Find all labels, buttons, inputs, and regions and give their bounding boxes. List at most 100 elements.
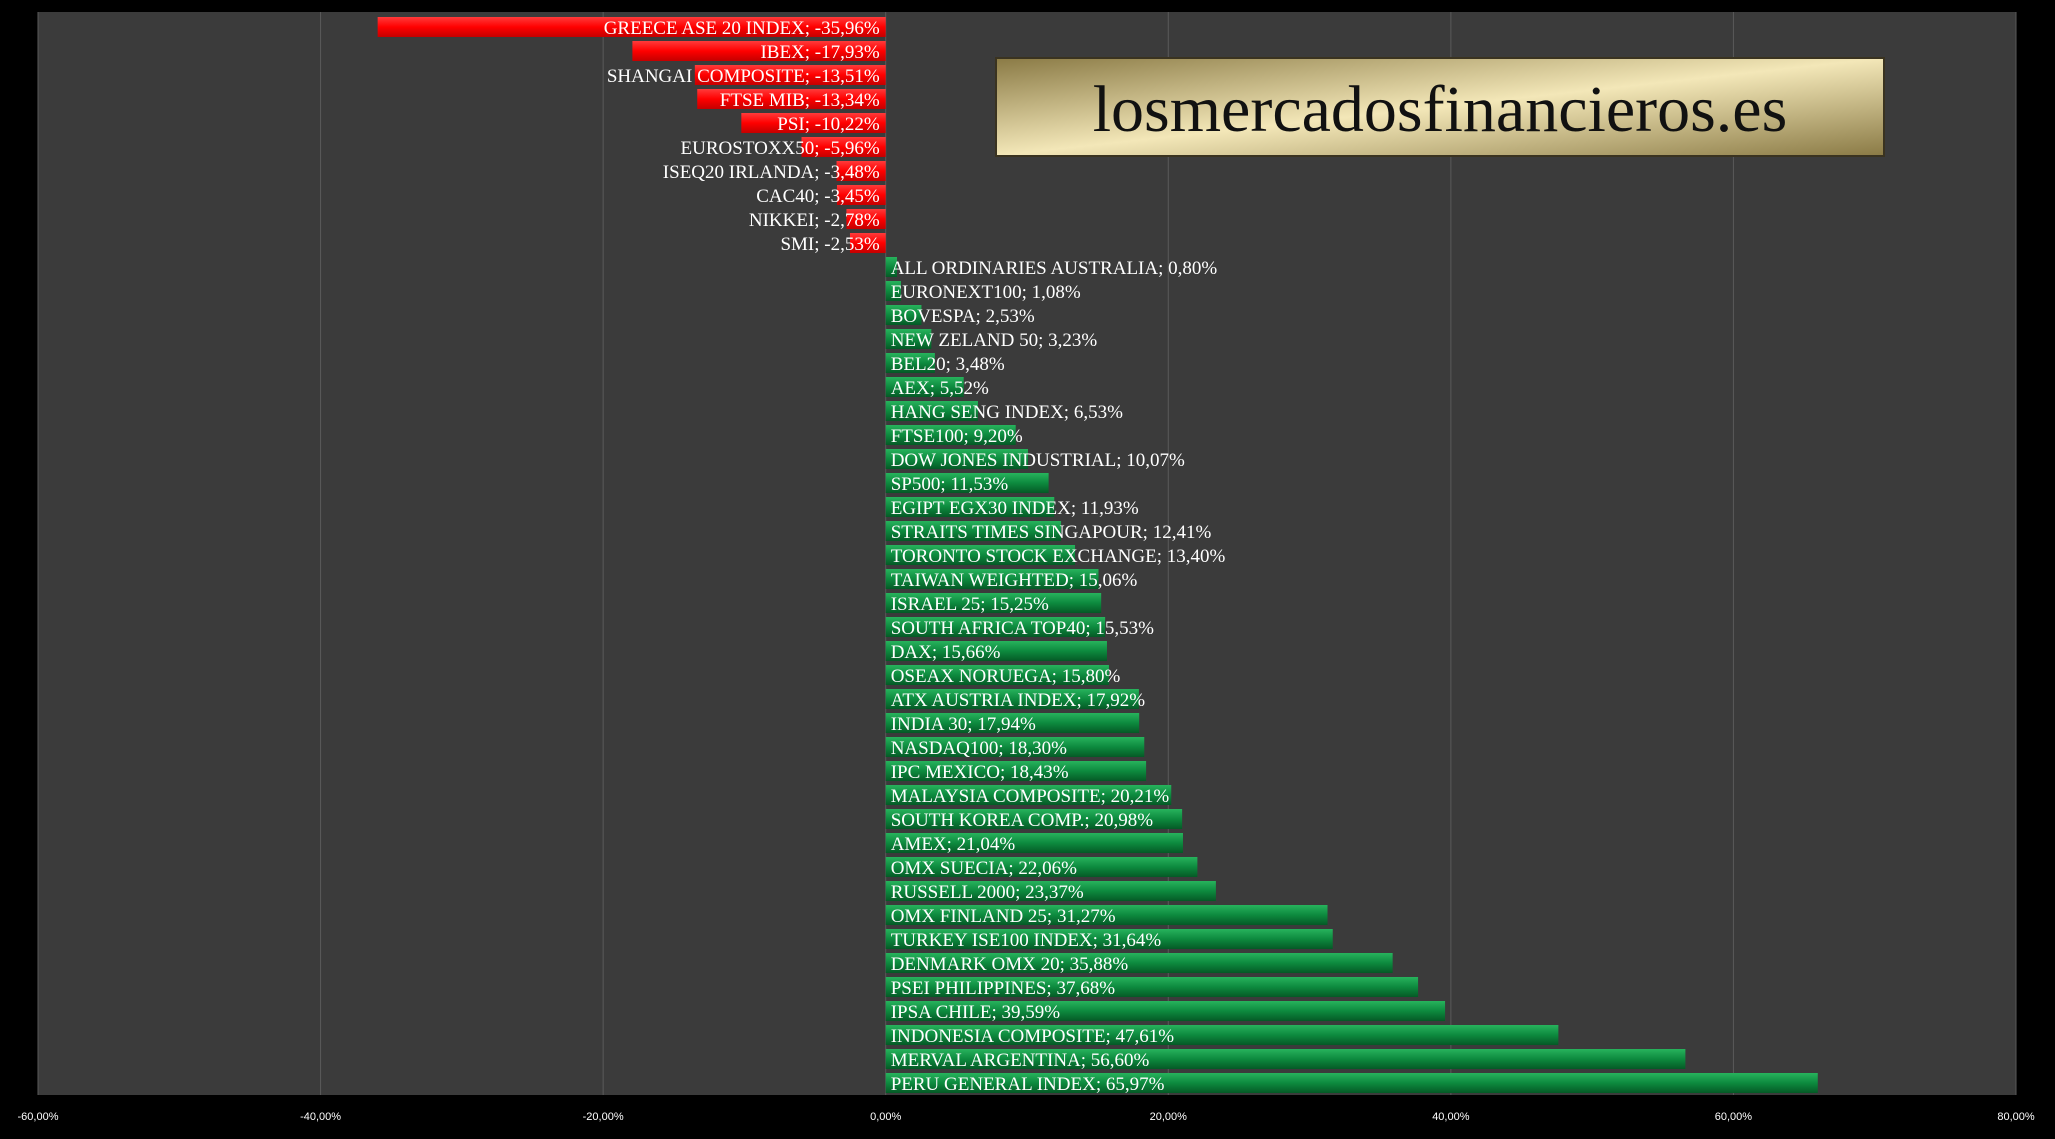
bar-data-label: TURKEY ISE100 INDEX; 31,64% [891,930,1162,951]
bar [885,425,1016,445]
bar-data-label: MERVAL ARGENTINA; 56,60% [891,1050,1150,1071]
bar [885,473,1049,493]
bar-data-label: SP500; 11,53% [891,474,1009,495]
bar [885,977,1419,997]
bar-data-label: AMEX; 21,04% [891,834,1016,855]
x-tick-label: -40,00% [300,1111,341,1123]
bar-data-label: FTSE100; 9,20% [891,426,1023,447]
bar-data-label: NIKKEI; -2,78% [749,210,880,231]
bar-data-label: PSEI PHILIPPINES; 37,68% [891,978,1115,999]
bar [885,737,1145,757]
bar [885,377,964,397]
bar [885,1073,1818,1093]
bar-data-label: SOUTH KOREA COMP.; 20,98% [891,810,1154,831]
bar-data-label: CAC40; -3,45% [756,186,880,207]
bar [849,233,886,253]
x-tick-label: 80,00% [1997,1111,2035,1123]
bar [697,89,886,109]
bar-data-label: PSI; -10,22% [777,114,880,135]
bar [885,305,922,325]
bar-data-label: ISRAEL 25; 15,25% [891,594,1049,615]
bar [885,353,935,373]
watermark-logo: losmercadosfinancieros.es [995,57,1885,157]
bar-data-label: NEW ZELAND 50; 3,23% [891,330,1098,351]
bar-data-label: EUROSTOXX50; -5,96% [681,138,880,159]
bar [836,161,886,181]
bar [377,17,886,37]
bar [885,953,1393,973]
bar-data-label: SMI; -2,53% [780,234,879,255]
bars: GREECE ASE 20 INDEX; -35,96% IBEX; -17,93… [377,17,1818,1095]
bar-data-label: ISEQ20 IRLANDA; -3,48% [663,162,880,183]
bar [801,137,886,157]
bar-data-label: STRAITS TIMES SINGAPOUR; 12,41% [891,522,1212,543]
watermark-text: losmercadosfinancieros.es [1093,73,1788,146]
x-tick-label: -60,00% [18,1111,59,1123]
bar [885,881,1216,901]
watermark-plate [995,57,1885,157]
bar [885,665,1109,685]
bar [632,41,886,61]
bar [885,1025,1559,1045]
bar [885,281,901,301]
bar-data-label: EGIPT EGX30 INDEX; 11,93% [891,498,1139,519]
bar [885,497,1055,517]
bar [846,209,886,229]
bar-data-label: AEX; 5,52% [891,378,989,399]
bar-data-label: HANG SENG INDEX; 6,53% [891,402,1123,423]
bar-data-label: OMX FINLAND 25; 31,27% [891,906,1116,927]
x-tick-label: -20,00% [583,1111,624,1123]
bar-data-label: INDONESIA COMPOSITE; 47,61% [891,1026,1175,1047]
bar [885,449,1028,469]
bar-data-label: ATX AUSTRIA INDEX; 17,92% [891,690,1146,711]
bar [885,401,978,421]
bar [885,809,1183,829]
bar [885,1001,1446,1021]
bar [885,1049,1686,1069]
x-axis-ticks: -60,00% -40,00% -20,00% 0,00% 20,00% 40,00% 60… [18,1111,2035,1123]
bar-data-label: IPC MEXICO; 18,43% [891,762,1069,783]
bar-data-label: IBEX; -17,93% [760,42,879,63]
x-tick-label: 0,00% [870,1111,901,1123]
bar-data-label: BEL20; 3,48% [891,354,1005,375]
bar [885,329,932,349]
bar [885,761,1147,781]
bar [885,569,1099,589]
bar-data-label: DAX; 15,66% [891,642,1001,663]
bar-data-label: IPSA CHILE; 39,59% [891,1002,1061,1023]
bar-data-label: TAIWAN WEIGHTED; 15,06% [891,570,1138,591]
bar-data-label: ALL ORDINARIES AUSTRALIA; 0,80% [891,258,1218,279]
bar [885,785,1172,805]
bar [885,617,1106,637]
bar [741,113,886,133]
bar-data-label: TORONTO STOCK EXCHANGE; 13,40% [891,546,1226,567]
bar-data-label: PERU GENERAL INDEX; 65,97% [891,1074,1165,1095]
bar [694,65,886,85]
bar [885,689,1139,709]
bar-data-label: FTSE MIB; -13,34% [720,90,880,111]
x-tick-label: 60,00% [1715,1111,1753,1123]
bar-data-label: EURONEXT100; 1,08% [891,282,1081,303]
bar-data-label: DENMARK OMX 20; 35,88% [891,954,1129,975]
bar-data-label: MALAYSIA COMPOSITE; 20,21% [891,786,1170,807]
bar-data-label: OSEAX NORUEGA; 15,80% [891,666,1121,687]
bar [885,929,1333,949]
bar [885,905,1328,925]
bar-data-label: DOW JONES INDUSTRIAL; 10,07% [891,450,1185,471]
bar [885,257,898,277]
bar-data-label: OMX SUECIA; 22,06% [891,858,1077,879]
bar [836,185,886,205]
bar [885,857,1198,877]
bar-data-label: RUSSELL 2000; 23,37% [891,882,1084,903]
x-tick-label: 40,00% [1432,1111,1470,1123]
bar [885,641,1107,661]
bar [885,521,1062,541]
bar [885,833,1183,853]
bar-data-label: NASDAQ100; 18,30% [891,738,1067,759]
x-tick-label: 20,00% [1150,1111,1188,1123]
bar-data-label: SHANGAI COMPOSITE; -13,51% [607,66,880,87]
bar [885,545,1076,565]
bar-data-label: INDIA 30; 17,94% [891,714,1036,735]
